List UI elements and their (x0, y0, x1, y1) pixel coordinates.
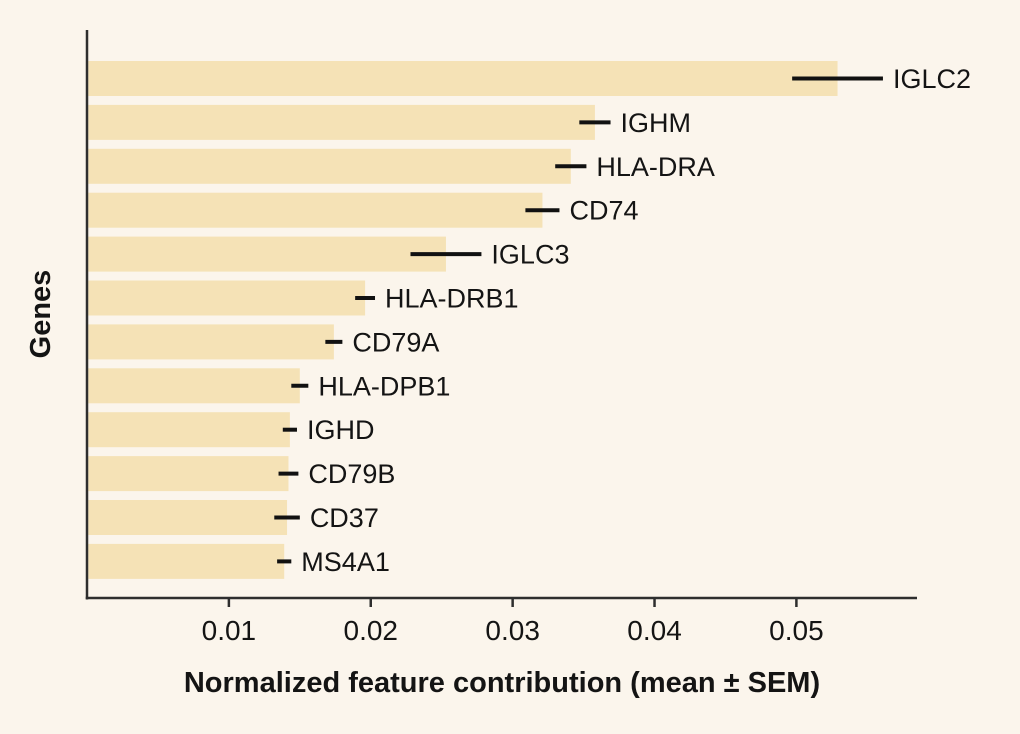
x-tick-label-0.01: 0.01 (202, 615, 257, 646)
bar-iglc2 (88, 61, 838, 96)
bar-cd37 (88, 500, 288, 535)
bar-iglc3 (88, 236, 446, 272)
bar-ighm (88, 104, 595, 140)
bar-cd79b (88, 456, 289, 492)
bar-cd79a (88, 324, 334, 360)
gene-label-ighd: IGHD (307, 415, 375, 445)
bar-hla-dra (88, 148, 571, 184)
bar-ms4a1 (88, 543, 285, 579)
x-tick-label-0.03: 0.03 (485, 615, 540, 646)
gene-label-hla-drb1: HLA-DRB1 (385, 284, 519, 314)
x-tick-label-0.02: 0.02 (344, 615, 399, 646)
gene-label-cd74: CD74 (569, 196, 638, 226)
gene-label-cd37: CD37 (310, 503, 379, 533)
bar-hla-drb1 (88, 280, 366, 316)
bar-cd74 (88, 192, 543, 228)
gene-label-iglc3: IGLC3 (491, 240, 569, 270)
gene-label-hla-dpb1: HLA-DPB1 (318, 371, 450, 401)
gene-label-ms4a1: MS4A1 (301, 547, 390, 577)
gene-label-hla-dra: HLA-DRA (596, 152, 715, 182)
bar-ighd (88, 412, 290, 448)
bar-hla-dpb1 (88, 368, 300, 404)
gene-label-iglc2: IGLC2 (893, 64, 971, 94)
x-axis-title: Normalized feature contribution (mean ± … (184, 667, 820, 699)
x-tick-label-0.05: 0.05 (769, 615, 824, 646)
gene-label-cd79a: CD79A (352, 327, 439, 357)
x-tick-label-0.04: 0.04 (627, 615, 682, 646)
y-axis-title: Genes (25, 270, 57, 359)
gene-label-cd79b: CD79B (308, 459, 395, 489)
gene-label-ighm: IGHM (621, 108, 692, 138)
